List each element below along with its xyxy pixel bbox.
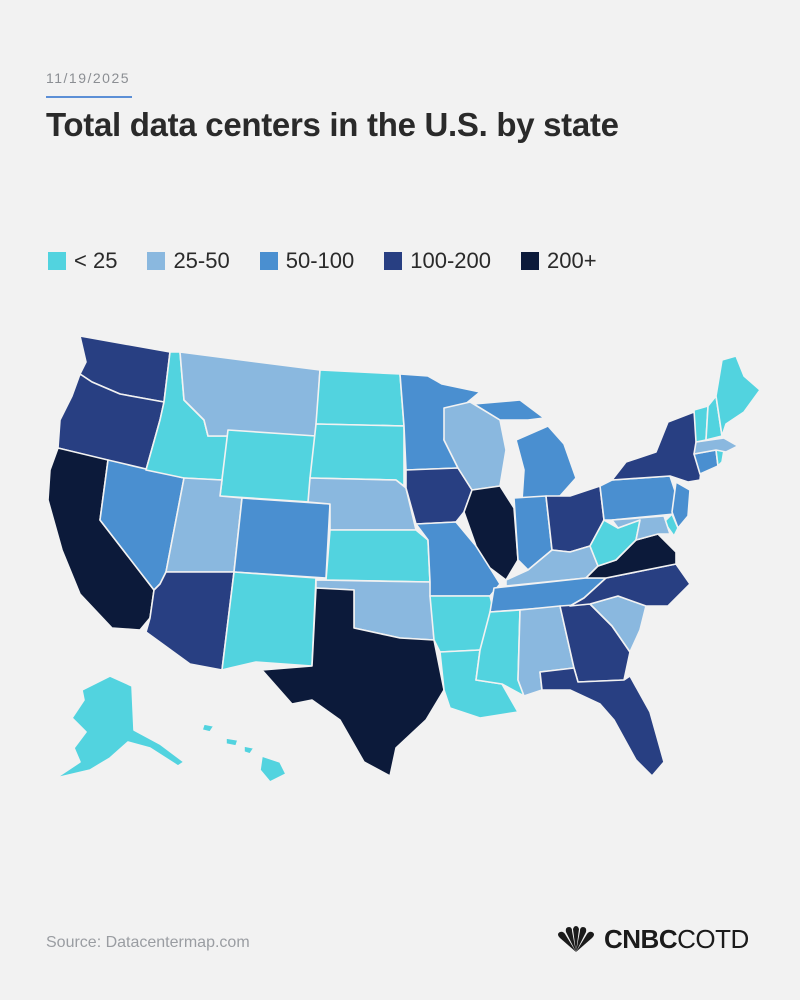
state-delaware[interactable]: [663, 513, 679, 537]
state-north-dakota[interactable]: [315, 369, 405, 427]
legend: < 25 25-50 50-100 100-200 200+: [48, 248, 627, 274]
state-iowa[interactable]: [405, 467, 473, 525]
legend-item-50-100: 50-100: [259, 248, 355, 274]
peacock-icon: [558, 925, 594, 952]
legend-swatch: [147, 252, 166, 270]
state-maine[interactable]: [715, 355, 761, 437]
legend-label: 50-100: [285, 248, 355, 273]
chart-title: Total data centers in the U.S. by state: [46, 106, 619, 143]
state-maryland[interactable]: [611, 515, 671, 541]
state-florida[interactable]: [539, 667, 665, 777]
state-new-jersey[interactable]: [671, 481, 691, 529]
state-massachusetts[interactable]: [693, 437, 739, 455]
state-wyoming[interactable]: [219, 429, 317, 503]
cnbc-cotd-logo: CNBC COTD: [554, 924, 749, 955]
legend-label: < 25: [74, 248, 118, 273]
source-note: Source: Datacentermap.com: [46, 934, 250, 951]
legend-swatch: [48, 252, 66, 270]
state-colorado[interactable]: [233, 497, 331, 579]
legend-label: 100-200: [410, 248, 491, 273]
state-new-york[interactable]: [611, 411, 703, 483]
legend-item-200plus: 200+: [520, 248, 597, 274]
state-rhode-island[interactable]: [715, 449, 725, 467]
state-north-carolina[interactable]: [569, 563, 691, 607]
legend-item-lt25: < 25: [48, 248, 117, 274]
state-new-mexico[interactable]: [221, 571, 317, 671]
legend-item-25-50: 25-50: [147, 248, 230, 274]
legend-swatch: [520, 252, 539, 270]
legend-label: 200+: [546, 248, 597, 273]
states-layer: [47, 335, 761, 783]
legend-swatch: [259, 252, 278, 270]
legend-swatch: [384, 252, 403, 270]
date-underline: [46, 96, 132, 98]
state-pennsylvania[interactable]: [599, 475, 677, 521]
legend-label: 25-50: [173, 248, 230, 273]
legend-item-100-200: 100-200: [384, 248, 491, 274]
state-arizona[interactable]: [145, 571, 235, 671]
logo-suffix: COTD: [677, 924, 749, 954]
date-label: 11/19/2025: [46, 70, 131, 86]
logo-brand: CNBC: [604, 924, 678, 954]
state-hawaii[interactable]: [201, 723, 287, 783]
us-state-map: [47, 335, 761, 783]
state-texas[interactable]: [261, 587, 445, 777]
state-michigan[interactable]: [473, 399, 577, 501]
state-alaska[interactable]: [55, 675, 185, 779]
state-kansas[interactable]: [325, 529, 431, 583]
state-south-dakota[interactable]: [309, 423, 405, 487]
